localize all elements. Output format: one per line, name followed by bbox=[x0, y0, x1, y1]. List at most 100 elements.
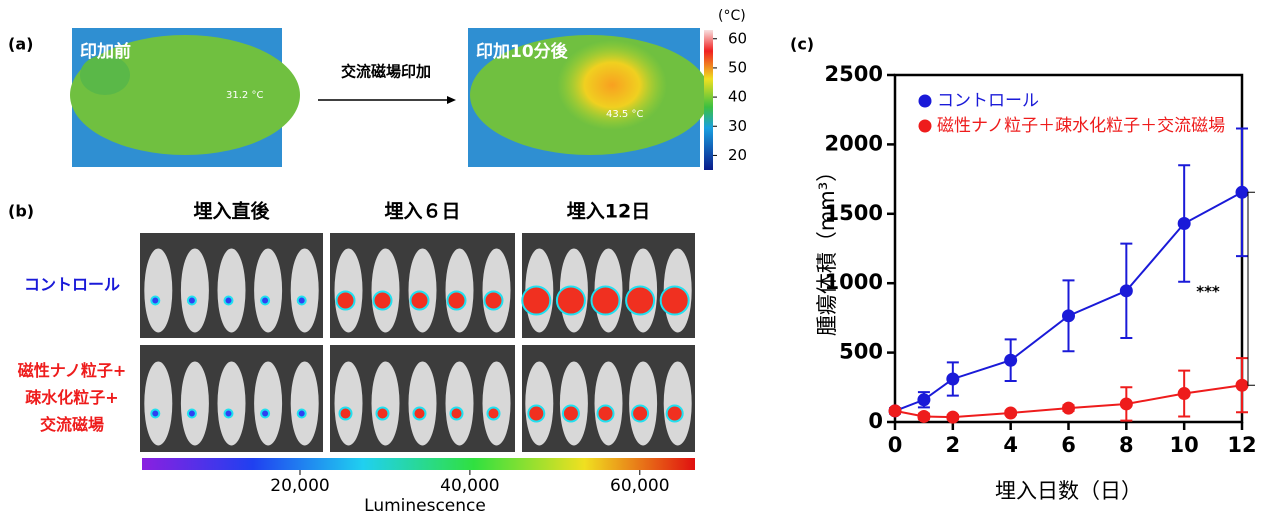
signal bbox=[261, 410, 269, 418]
legend-marker bbox=[919, 120, 932, 133]
marker bbox=[1120, 284, 1133, 297]
signal bbox=[414, 408, 426, 420]
x-tick-label: 12 bbox=[1227, 433, 1256, 457]
signal bbox=[592, 287, 620, 315]
tick-label: 60,000 bbox=[610, 476, 669, 496]
temp-label: 43.5 °C bbox=[606, 109, 643, 120]
x-tick-label: 2 bbox=[946, 433, 961, 457]
signal bbox=[528, 406, 544, 422]
legend-label: 磁性ナノ粒子＋疎水化粒子＋交流磁場 bbox=[937, 116, 1225, 136]
signal bbox=[411, 292, 429, 310]
mouse bbox=[372, 249, 400, 333]
signal bbox=[151, 297, 159, 305]
y-axis-label: 腫瘍体積（mm³） bbox=[815, 161, 839, 336]
x-tick-label: 8 bbox=[1119, 433, 1134, 457]
mouse bbox=[409, 362, 437, 446]
mouse bbox=[446, 249, 474, 333]
legend-marker bbox=[919, 95, 932, 108]
marker bbox=[946, 411, 959, 424]
tick-label: 30 bbox=[728, 117, 747, 135]
signal bbox=[225, 297, 233, 305]
arrow-head bbox=[447, 96, 456, 104]
marker bbox=[1004, 354, 1017, 367]
tick-label: 20 bbox=[728, 146, 747, 164]
signal bbox=[632, 406, 648, 422]
mouse bbox=[144, 249, 172, 333]
x-axis-label: 埋入日数（日） bbox=[995, 479, 1142, 503]
column-header: 埋入６日 bbox=[384, 201, 460, 223]
legend-label: コントロール bbox=[937, 91, 1039, 111]
mouse bbox=[218, 249, 246, 333]
y-tick-label: 500 bbox=[839, 340, 883, 364]
mouse bbox=[254, 249, 282, 333]
signal bbox=[151, 410, 159, 418]
signal bbox=[485, 292, 503, 310]
signal bbox=[661, 287, 689, 315]
mouse bbox=[629, 362, 657, 446]
x-tick-label: 4 bbox=[1003, 433, 1018, 457]
signal bbox=[340, 408, 352, 420]
signal bbox=[488, 408, 500, 420]
signal bbox=[451, 408, 463, 420]
signal bbox=[188, 297, 196, 305]
tick-label: 20,000 bbox=[270, 476, 329, 496]
tick-label: 60 bbox=[728, 29, 747, 47]
signal bbox=[298, 410, 306, 418]
mouse bbox=[560, 362, 588, 446]
tick-label: 40,000 bbox=[440, 476, 499, 496]
mouse bbox=[335, 249, 363, 333]
x-tick-label: 0 bbox=[888, 433, 903, 457]
marker bbox=[1062, 402, 1075, 415]
significance-bracket bbox=[1248, 192, 1255, 385]
temperature-colorbar bbox=[704, 30, 713, 170]
row-label: コントロール bbox=[24, 275, 120, 294]
marker bbox=[1178, 387, 1191, 400]
figure: (a) 印加前 31.2 °C 交流磁場印加 印加10分後 43.5 °C (b… bbox=[0, 0, 1270, 518]
temp-label: 31.2 °C bbox=[226, 90, 263, 101]
marker bbox=[917, 393, 930, 406]
mouse bbox=[446, 362, 474, 446]
image-title: 印加10分後 bbox=[476, 41, 569, 62]
column-header: 埋入直後 bbox=[193, 200, 270, 223]
mouse bbox=[595, 362, 623, 446]
x-tick-label: 10 bbox=[1170, 433, 1199, 457]
signal bbox=[448, 292, 466, 310]
signal bbox=[261, 297, 269, 305]
signal bbox=[598, 406, 614, 422]
signal bbox=[188, 410, 196, 418]
marker bbox=[1120, 397, 1133, 410]
signal bbox=[374, 292, 392, 310]
marker bbox=[1236, 379, 1249, 392]
mouse bbox=[525, 362, 553, 446]
signal bbox=[298, 297, 306, 305]
tick-label: 50 bbox=[728, 58, 747, 76]
signal bbox=[563, 406, 579, 422]
mouse bbox=[483, 249, 511, 333]
signal bbox=[522, 287, 550, 315]
signal bbox=[557, 287, 585, 315]
row-label: 疎水化粒子+ bbox=[25, 388, 118, 407]
arrow-label: 交流磁場印加 bbox=[341, 63, 431, 81]
marker bbox=[1236, 186, 1249, 199]
signal bbox=[225, 410, 233, 418]
mouse bbox=[372, 362, 400, 446]
colorbar-label: Luminescence bbox=[364, 496, 486, 516]
row-label: 磁性ナノ粒子+ bbox=[18, 361, 127, 380]
marker bbox=[917, 410, 930, 423]
mouse bbox=[181, 249, 209, 333]
marker bbox=[1062, 309, 1075, 322]
mouse bbox=[181, 362, 209, 446]
colorbar-unit: (°C) bbox=[718, 8, 746, 24]
mouse bbox=[291, 362, 319, 446]
marker bbox=[889, 404, 902, 417]
marker bbox=[946, 372, 959, 385]
luminescence-colorbar bbox=[142, 458, 695, 470]
signal bbox=[667, 406, 683, 422]
row-label: 交流磁場 bbox=[40, 415, 104, 434]
signal bbox=[626, 287, 654, 315]
mouse bbox=[483, 362, 511, 446]
tick-label: 40 bbox=[728, 88, 747, 106]
mouse bbox=[335, 362, 363, 446]
mouse bbox=[291, 249, 319, 333]
mouse bbox=[254, 362, 282, 446]
